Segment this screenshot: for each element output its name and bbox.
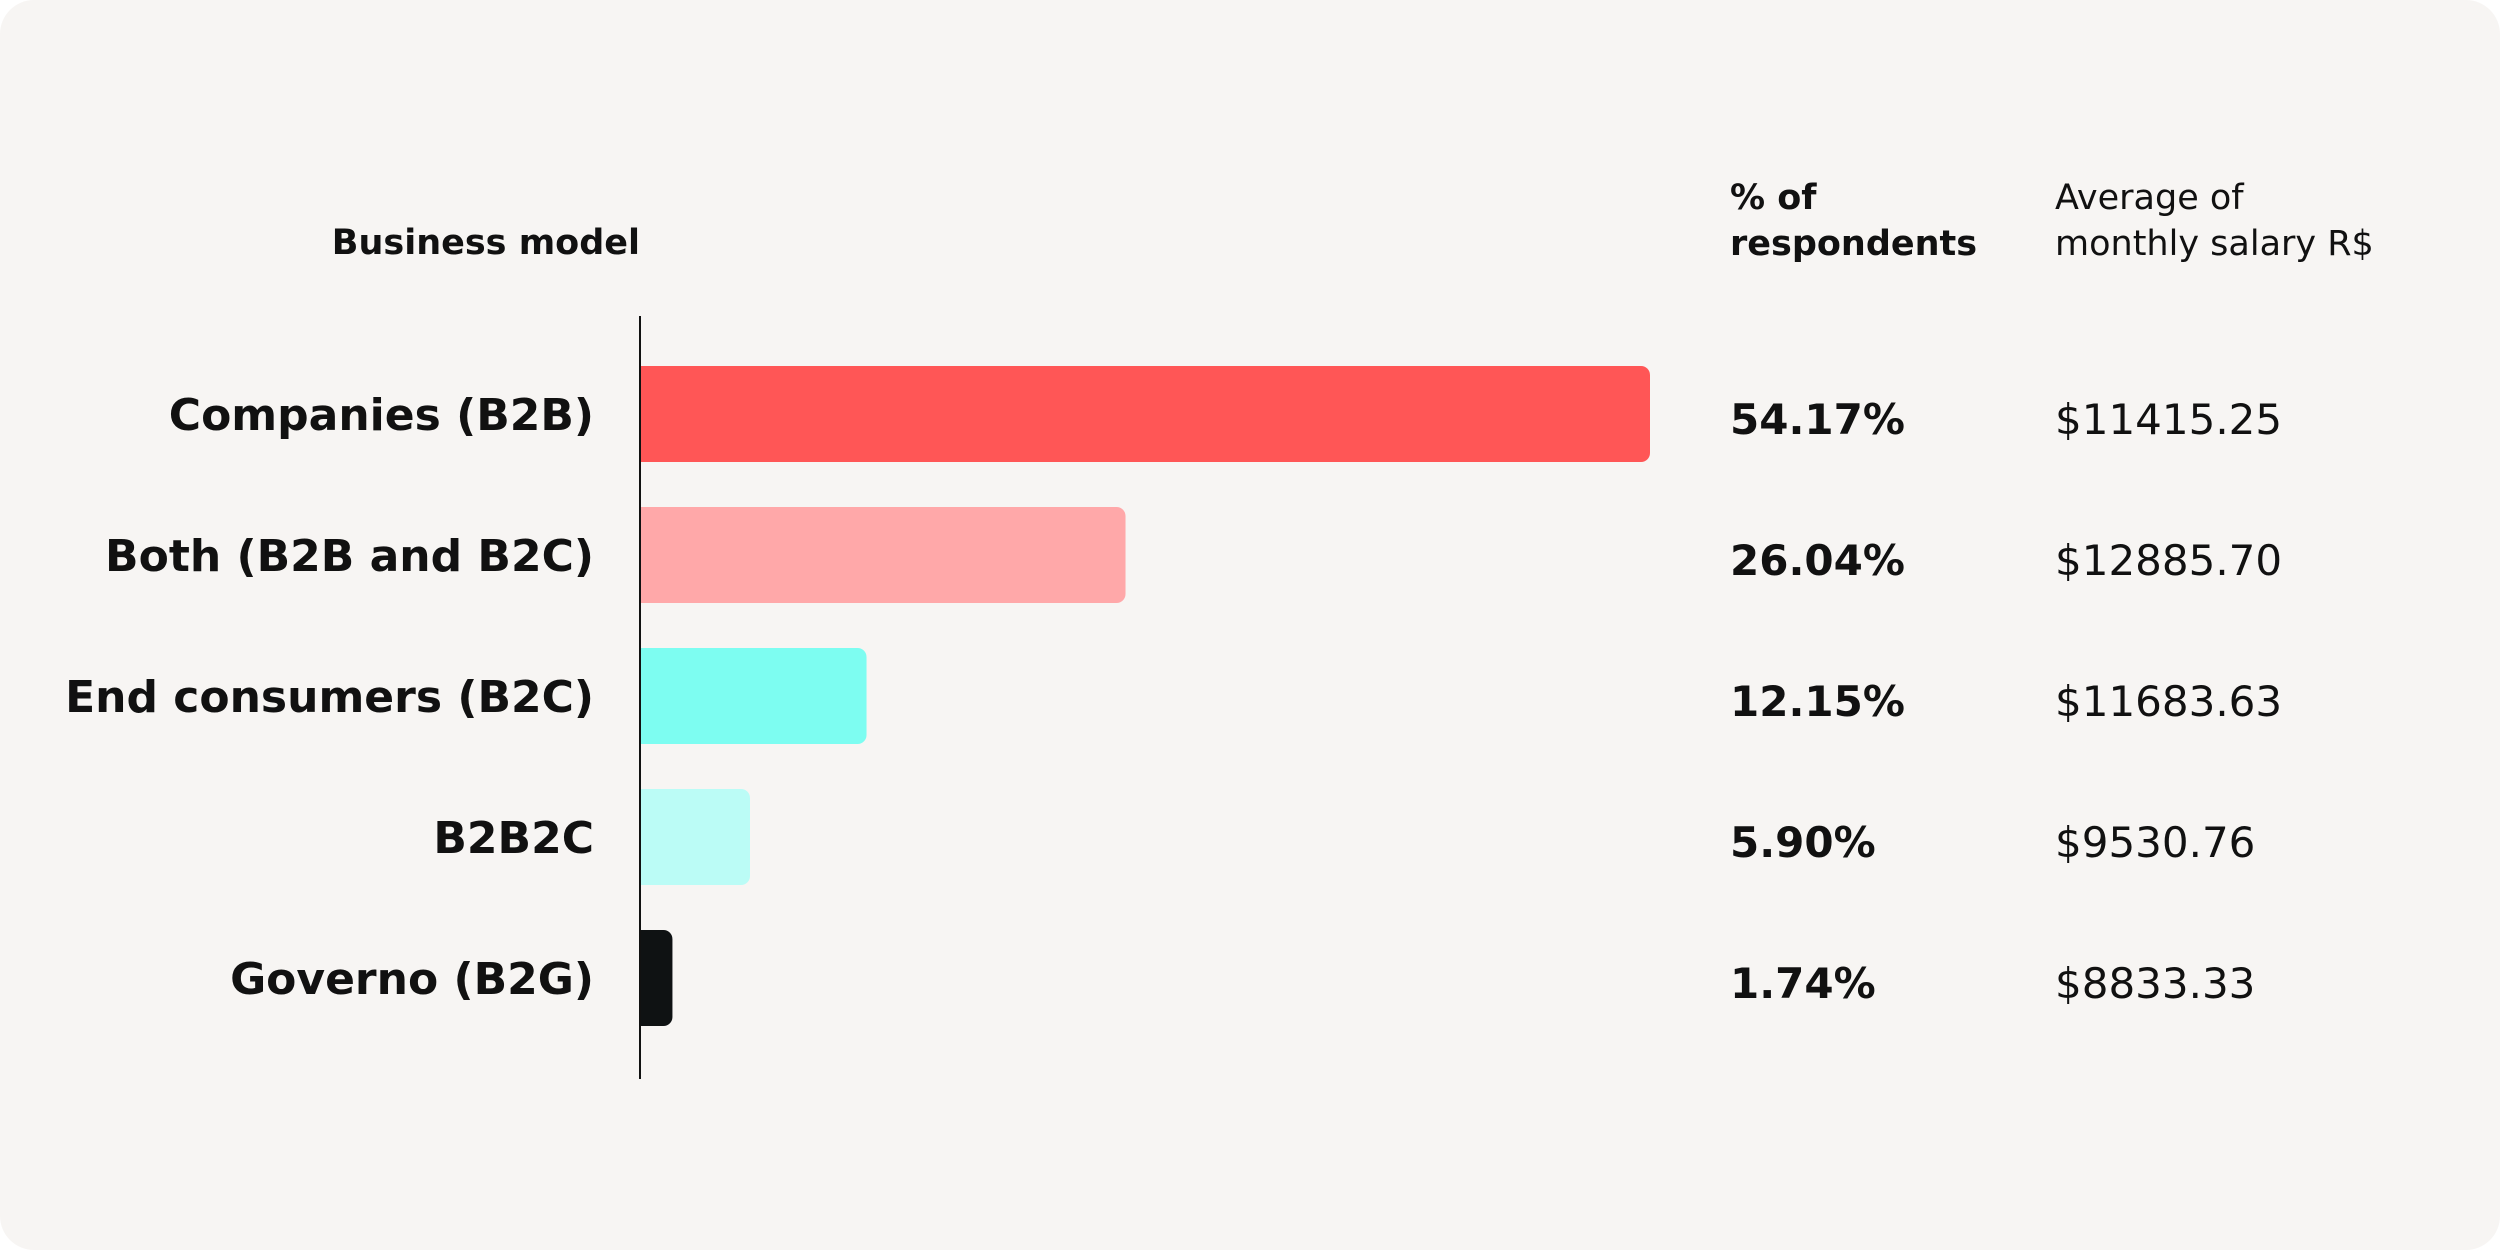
bar (630, 366, 1650, 462)
percent-value-label: 1.74% (1730, 959, 1876, 1008)
bar (630, 789, 751, 885)
category-label: Governo (B2G) (230, 954, 594, 1005)
category-label: Both (B2B and B2C) (105, 531, 594, 582)
salary-value-label: $12885.70 (2055, 536, 2282, 585)
bar (630, 648, 867, 744)
percent-value-label: 5.90% (1730, 818, 1876, 867)
salary-value-label: $8833.33 (2055, 959, 2255, 1008)
salary-value-label: $11683.63 (2055, 677, 2282, 726)
salary-header-line-1: Average of (2055, 178, 2244, 218)
salary-value-label: $11415.25 (2055, 395, 2282, 444)
salary-value-label: $9530.76 (2055, 818, 2255, 867)
axis-mask (626, 300, 640, 1100)
percent-header-line-2: respondents (1730, 224, 1978, 264)
percent-header-line-1: % of (1730, 178, 1817, 218)
salary-header-line-2: monthly salary R$ (2055, 224, 2374, 264)
percent-value-label: 54.17% (1730, 395, 1905, 444)
category-label: End consumers (B2C) (65, 672, 594, 723)
category-label: B2B2C (433, 813, 594, 864)
percent-value-label: 12.15% (1730, 677, 1905, 726)
percent-column-header: % of respondents (1730, 175, 1977, 267)
category-label: Companies (B2B) (169, 390, 594, 441)
category-column-header: Business model (331, 223, 640, 263)
bar (630, 507, 1126, 603)
salary-column-header: Average of monthly salary R$ (2055, 175, 2374, 267)
percent-value-label: 26.04% (1730, 536, 1905, 585)
